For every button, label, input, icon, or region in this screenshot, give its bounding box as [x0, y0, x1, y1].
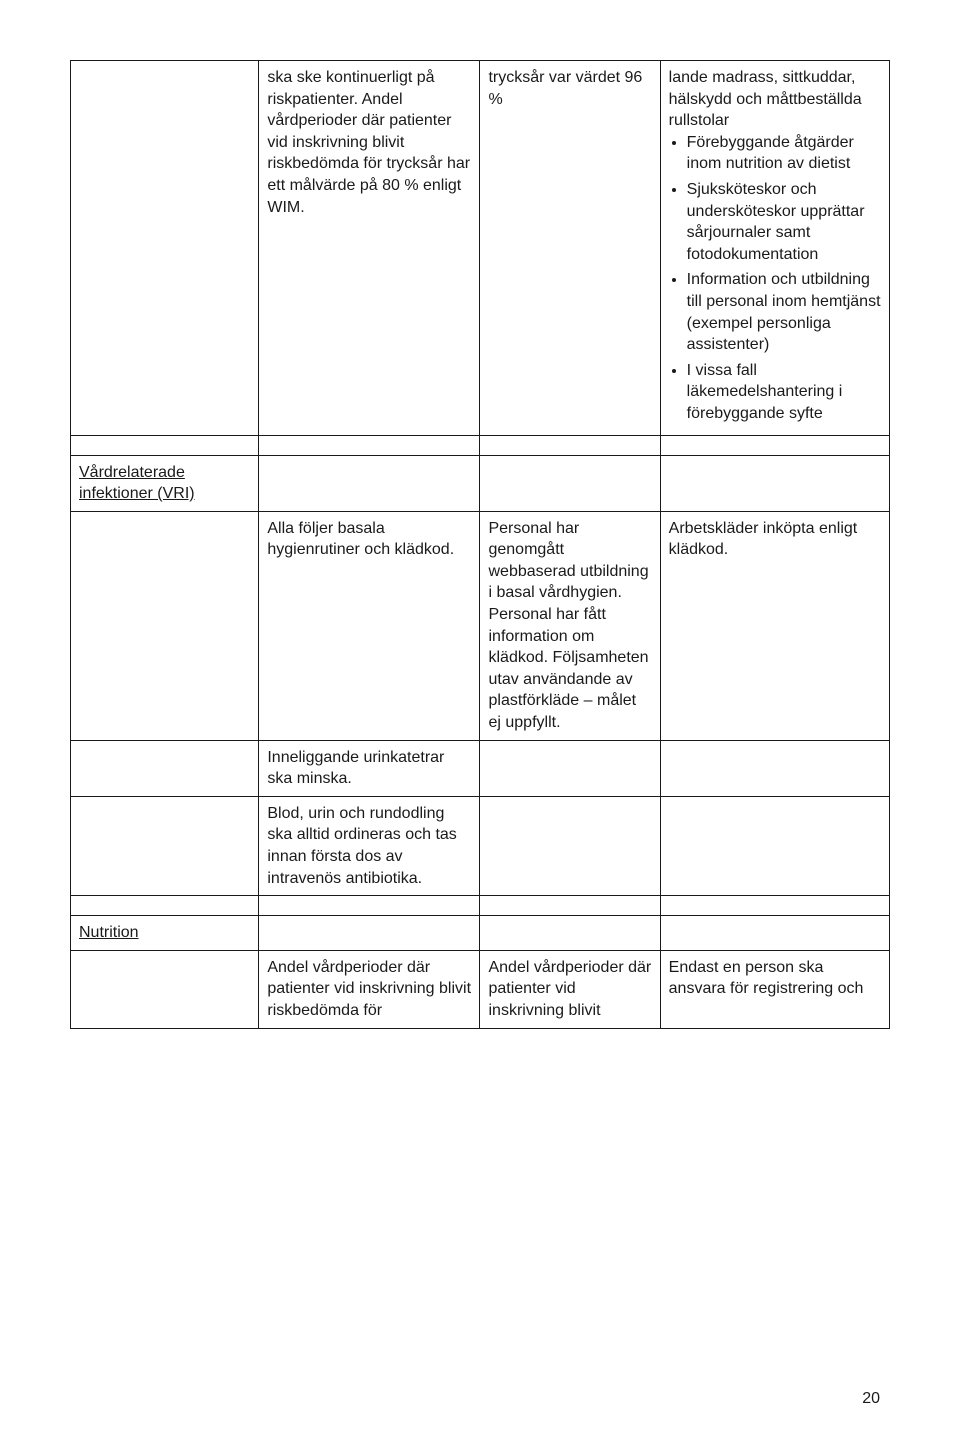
list-item: I vissa fall läkemedelshantering i föreb…	[687, 360, 881, 425]
cell-r4c2: Blod, urin och rundodling ska alltid ord…	[259, 796, 480, 895]
cell-r5c2: Andel vårdperioder där patienter vid ins…	[259, 950, 480, 1028]
cell-r4c1	[71, 796, 259, 895]
cell-r2c2: Alla följer basala hygienrutiner och klä…	[259, 511, 480, 740]
cell-r4c3	[480, 796, 660, 895]
cell-r1c1	[71, 61, 259, 436]
table-row: Alla följer basala hygienrutiner och klä…	[71, 511, 890, 740]
section-vri-label: Vårdrelaterade infektioner (VRI)	[79, 464, 195, 503]
table-row-empty	[71, 435, 890, 455]
cell-r1c3: trycksår var värdet 96 %	[480, 61, 660, 436]
page-number: 20	[862, 1390, 880, 1408]
section-nutrition-label: Nutrition	[79, 924, 139, 941]
cell-r5c1	[71, 950, 259, 1028]
list-item: Information och utbildning till personal…	[687, 269, 881, 355]
cell-r5c4: Endast en person ska ansvara för registr…	[660, 950, 889, 1028]
cell-r3c2: Inneliggande urinkatetrar ska minska.	[259, 740, 480, 796]
section-header-nutrition: Nutrition	[71, 916, 259, 951]
table-row-section: Nutrition	[71, 916, 890, 951]
cell-r2c4: Arbetskläder inköpta enligt klädkod.	[660, 511, 889, 740]
content-table: ska ske kontinuerligt på riskpatienter. …	[70, 60, 890, 1029]
table-row: Andel vårdperioder där patienter vid ins…	[71, 950, 890, 1028]
table-row-section: Vårdrelaterade infektioner (VRI)	[71, 455, 890, 511]
cell-r1c4-list: Förebyggande åtgärder inom nutrition av …	[669, 132, 881, 425]
cell-r2c3: Personal har genomgått webbaserad utbild…	[480, 511, 660, 740]
cell-empty	[259, 916, 480, 951]
cell-r4c4	[660, 796, 889, 895]
cell-r1c2: ska ske kontinuerligt på riskpatienter. …	[259, 61, 480, 436]
cell-r5c3: Andel vårdperioder där patienter vid ins…	[480, 950, 660, 1028]
cell-empty	[480, 455, 660, 511]
cell-empty	[660, 455, 889, 511]
list-item: Förebyggande åtgärder inom nutrition av …	[687, 132, 881, 175]
cell-empty	[660, 916, 889, 951]
table-row: ska ske kontinuerligt på riskpatienter. …	[71, 61, 890, 436]
table-row: Inneliggande urinkatetrar ska minska.	[71, 740, 890, 796]
cell-r3c1	[71, 740, 259, 796]
cell-r3c3	[480, 740, 660, 796]
table-row-empty	[71, 896, 890, 916]
cell-empty	[259, 455, 480, 511]
list-item: Sjuksköteskor och undersköteskor upprätt…	[687, 179, 881, 265]
cell-r2c1	[71, 511, 259, 740]
section-header-vri: Vårdrelaterade infektioner (VRI)	[71, 455, 259, 511]
table-row: Blod, urin och rundodling ska alltid ord…	[71, 796, 890, 895]
cell-empty	[480, 916, 660, 951]
cell-r1c4-pre: lande madrass, sittkuddar, hälskydd och …	[669, 67, 881, 132]
cell-r1c4: lande madrass, sittkuddar, hälskydd och …	[660, 61, 889, 436]
cell-r3c4	[660, 740, 889, 796]
page: ska ske kontinuerligt på riskpatienter. …	[0, 0, 960, 1448]
